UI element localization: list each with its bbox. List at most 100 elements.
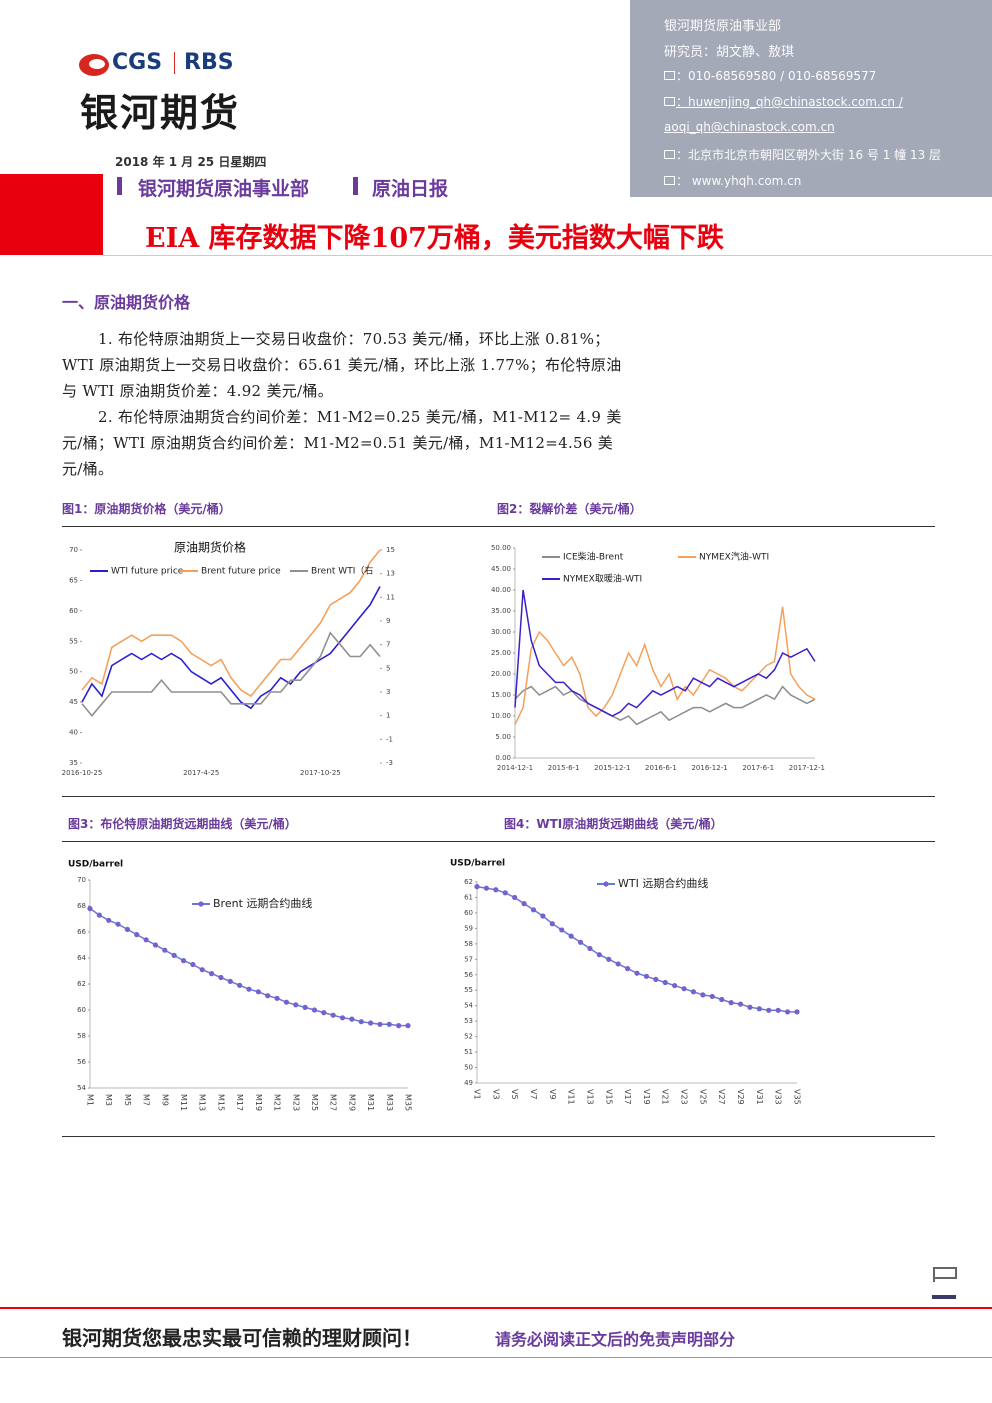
x-tick-label: M23 [291, 1094, 300, 1111]
x-tick-label: V29 [736, 1089, 745, 1105]
icon [664, 71, 675, 80]
y-tick-label: 70 [77, 876, 86, 884]
x-tick-label: V5 [510, 1089, 519, 1100]
y-tick-label: 45.00 [491, 565, 511, 573]
x-tick-label: 2015-12-1 [594, 764, 630, 772]
y-tick-label: 40 [69, 729, 78, 737]
bar [353, 177, 358, 195]
footer-slogan: 银河期货您最忠实最可信赖的理财顾问！ [62, 1326, 422, 1350]
figure-caption: 图2：裂解价差（美元/桶） [497, 502, 642, 516]
y-tick-label: 59 [464, 924, 473, 932]
contact-analysts: 研究员：胡文静、敖琪 [664, 45, 795, 60]
x-tick-label: M33 [385, 1094, 394, 1111]
point [690, 989, 697, 995]
x-tick-label: 2017-4-25 [183, 769, 219, 777]
legend-label: Brent 远期合约曲线 [213, 896, 312, 910]
point [274, 995, 280, 1001]
point [302, 1004, 308, 1010]
point [246, 986, 252, 992]
point [405, 1023, 411, 1029]
x-tick-label: V19 [642, 1089, 651, 1105]
banner-report: 原油日报 [372, 178, 449, 200]
x-tick-label: M31 [366, 1094, 375, 1111]
y-tick-label: 64 [77, 954, 86, 962]
y-tick-label: 58 [77, 1032, 86, 1040]
legend-label: ICE柴油-Brent [563, 551, 624, 563]
y-tick-label: 53 [464, 1017, 473, 1025]
x-tick-label: M21 [273, 1094, 282, 1111]
x-tick-label: M13 [198, 1094, 207, 1111]
logo-rbs: RBS [184, 50, 234, 75]
series-line [514, 685, 816, 726]
point [587, 945, 593, 952]
point [521, 901, 527, 907]
x-tick-label: 2016-12-1 [691, 764, 727, 772]
divider [62, 796, 935, 797]
x-tick-label: M7 [142, 1094, 151, 1106]
logo-mark [79, 54, 109, 76]
y-tick-label: 49 [464, 1079, 473, 1087]
point [540, 913, 546, 919]
point [321, 1010, 327, 1016]
x-tick-label: V1 [473, 1089, 482, 1100]
paragraph: 2. 布伦特原油期货合约间价差：M1-M2=0.25 美元/桶，M1-M12= … [62, 408, 622, 478]
y-tick-label: 60 [69, 607, 78, 615]
point [577, 939, 584, 945]
point [237, 982, 243, 988]
point [218, 974, 224, 981]
point [624, 965, 631, 972]
logo-divider [174, 52, 175, 74]
y-tick-label: 20.00 [491, 670, 511, 678]
point [96, 912, 102, 918]
point [606, 956, 612, 962]
y-tick-label: 70 [69, 546, 78, 554]
x-tick-label: M29 [347, 1094, 356, 1111]
point [653, 976, 659, 983]
y-tick-label: 40.00 [491, 586, 511, 594]
divider [62, 1136, 935, 1137]
chart: 3540455055606570-3-1135791113152016-10-2… [62, 540, 395, 778]
x-tick-label: 2016-6-1 [645, 764, 677, 772]
chart: 49 50 51 52 53 54 55 56 57 58 59 60 61 62 V1 V3 V5 V7 V9 V1… [450, 859, 802, 1105]
legend-label: WTI future price [111, 567, 184, 577]
y-tick-label: 15.00 [491, 691, 511, 699]
point [766, 1007, 772, 1013]
y-tick-label: 25.00 [491, 649, 511, 657]
x-tick-label: M27 [329, 1094, 338, 1111]
y-tick-label: 7 [386, 641, 390, 649]
series-line [514, 589, 816, 717]
legend-label: Brent WTI（右 [311, 565, 373, 577]
point [367, 1020, 374, 1026]
y-tick-label: 35 [69, 759, 78, 767]
contact-dept: 银河期货原油事业部 [664, 19, 782, 34]
x-tick-label: M19 [254, 1094, 263, 1111]
legend-label: NYMEX汽油-WTI [699, 551, 769, 563]
logo-name: 银河期货 [80, 91, 241, 135]
chart: 0.00 5.00 10.00 15.00 20.00 25.00 30.00 35.00 40… [491, 544, 825, 772]
report-title: EIA 库存数据下降107万桶，美元指数大幅下跌 [145, 223, 724, 254]
y-tick-label: 45 [69, 698, 78, 706]
y-tick-label: 54 [464, 1002, 473, 1010]
point [396, 1023, 402, 1029]
series-line [81, 549, 381, 698]
y-tick-label: 62 [77, 980, 86, 988]
x-tick-label: M5 [123, 1094, 132, 1106]
contact-email: ：huwenjing_qh@chinastock.com.cn / [676, 95, 903, 109]
y-tick-label: 35.00 [491, 607, 511, 615]
point [737, 1001, 744, 1007]
contact-box: 银河期货原油事业部 研究员：胡文静、敖琪 ：010-68569580 / 010… [630, 0, 992, 197]
x-tick-label: V35 [793, 1089, 802, 1105]
y-tick-label: 13 [386, 570, 395, 578]
point [134, 932, 140, 938]
point [756, 1006, 762, 1012]
point [87, 906, 93, 912]
y-tick-label: 65 [69, 576, 78, 584]
point [349, 1016, 355, 1022]
point [386, 1021, 392, 1027]
point [662, 979, 668, 986]
y-tick-label: 55 [69, 637, 78, 645]
point [474, 884, 480, 890]
figure-caption: 图1：原油期货价格（美元/桶） [62, 502, 231, 516]
point [559, 927, 565, 933]
section-heading: 一、原油期货价格 [62, 293, 191, 312]
